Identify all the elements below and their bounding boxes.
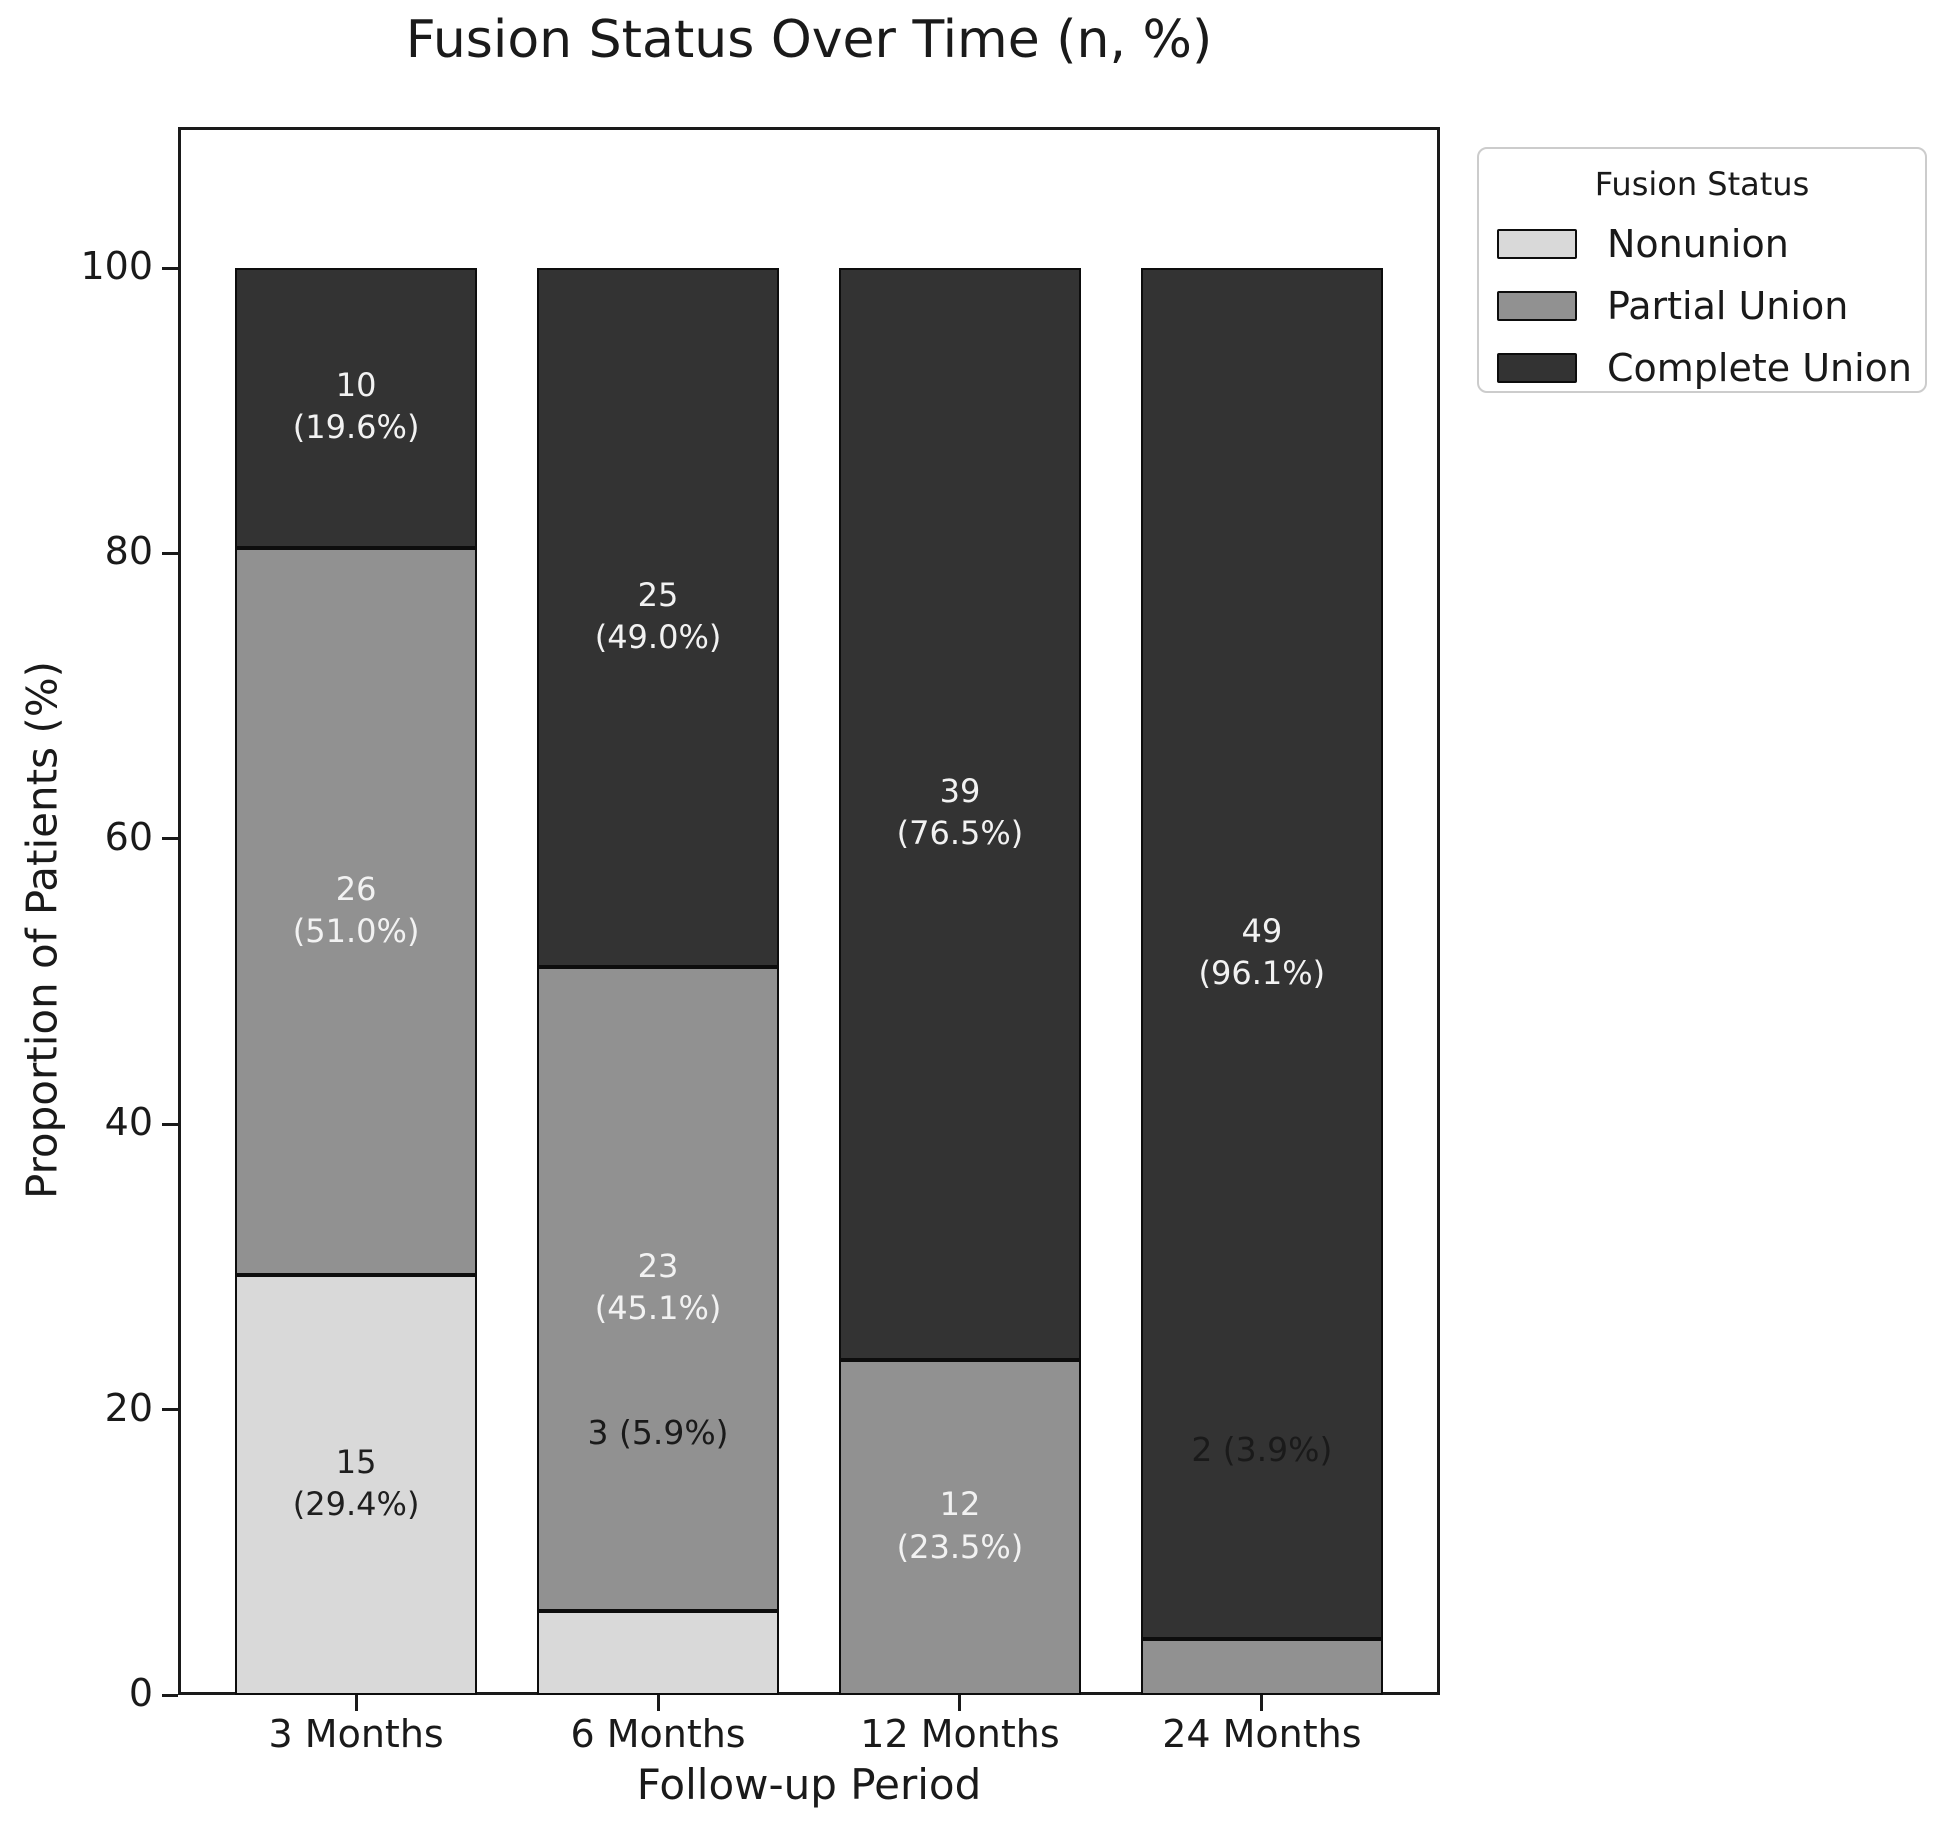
y-tick-mark xyxy=(162,1122,178,1126)
x-tick-label: 6 Months xyxy=(570,1712,746,1756)
y-tick-label: 100 xyxy=(80,244,153,288)
y-tick-label: 80 xyxy=(104,529,153,574)
bar-segment-partial-union xyxy=(537,967,779,1611)
bar-segment-nonunion xyxy=(235,1275,477,1695)
annotation-label: 3 (5.9%) xyxy=(587,1413,729,1452)
bar-segment-nonunion xyxy=(537,1610,779,1695)
bar-segment-partial-union xyxy=(235,547,477,1276)
legend: Fusion Status Nonunion Partial Union Compl… xyxy=(1477,147,1927,393)
legend-swatch-icon xyxy=(1497,291,1577,321)
legend-label: Partial Union xyxy=(1607,284,1849,328)
legend-title: Fusion Status xyxy=(1594,165,1810,203)
legend-row: Complete Union xyxy=(1495,337,1913,399)
x-tick-label: 12 Months xyxy=(860,1712,1060,1756)
y-tick-mark xyxy=(162,1693,178,1697)
bar-segment-complete-union xyxy=(537,268,779,968)
legend-swatch-icon xyxy=(1497,229,1577,259)
bar-segment-complete-union xyxy=(1141,268,1383,1640)
legend-entries: Nonunion Partial Union Complete Union xyxy=(1495,213,1913,399)
legend-label: Complete Union xyxy=(1607,346,1913,390)
x-tick-mark xyxy=(354,1695,358,1711)
legend-label: Nonunion xyxy=(1607,222,1789,266)
y-tick-label: 0 xyxy=(128,1671,153,1715)
y-tick-mark xyxy=(162,837,178,841)
y-tick-mark xyxy=(162,266,178,270)
legend-row: Partial Union xyxy=(1495,275,1909,337)
x-tick-label: 24 Months xyxy=(1162,1712,1362,1756)
bar-segment-partial-union xyxy=(1141,1639,1383,1695)
y-tick-label: 20 xyxy=(104,1385,153,1430)
annotation-label: 2 (3.9%) xyxy=(1191,1430,1333,1469)
bar-segment-complete-union xyxy=(235,268,477,548)
x-tick-mark xyxy=(958,1695,962,1711)
y-tick-label: 40 xyxy=(104,1100,153,1145)
legend-row: Nonunion xyxy=(1495,213,1909,275)
y-tick-label: 60 xyxy=(104,814,153,859)
chart-title: Fusion Status Over Time (n, %) xyxy=(405,10,1213,70)
x-tick-mark xyxy=(1260,1695,1264,1711)
bar-segment-complete-union xyxy=(839,268,1081,1360)
legend-swatch-icon xyxy=(1497,353,1577,383)
bar-segment-partial-union xyxy=(839,1359,1081,1695)
y-tick-mark xyxy=(162,551,178,555)
x-axis-label: Follow-up Period xyxy=(636,1760,982,1809)
x-tick-label: 3 Months xyxy=(268,1712,444,1756)
x-tick-mark xyxy=(656,1695,660,1711)
y-tick-mark xyxy=(162,1408,178,1412)
